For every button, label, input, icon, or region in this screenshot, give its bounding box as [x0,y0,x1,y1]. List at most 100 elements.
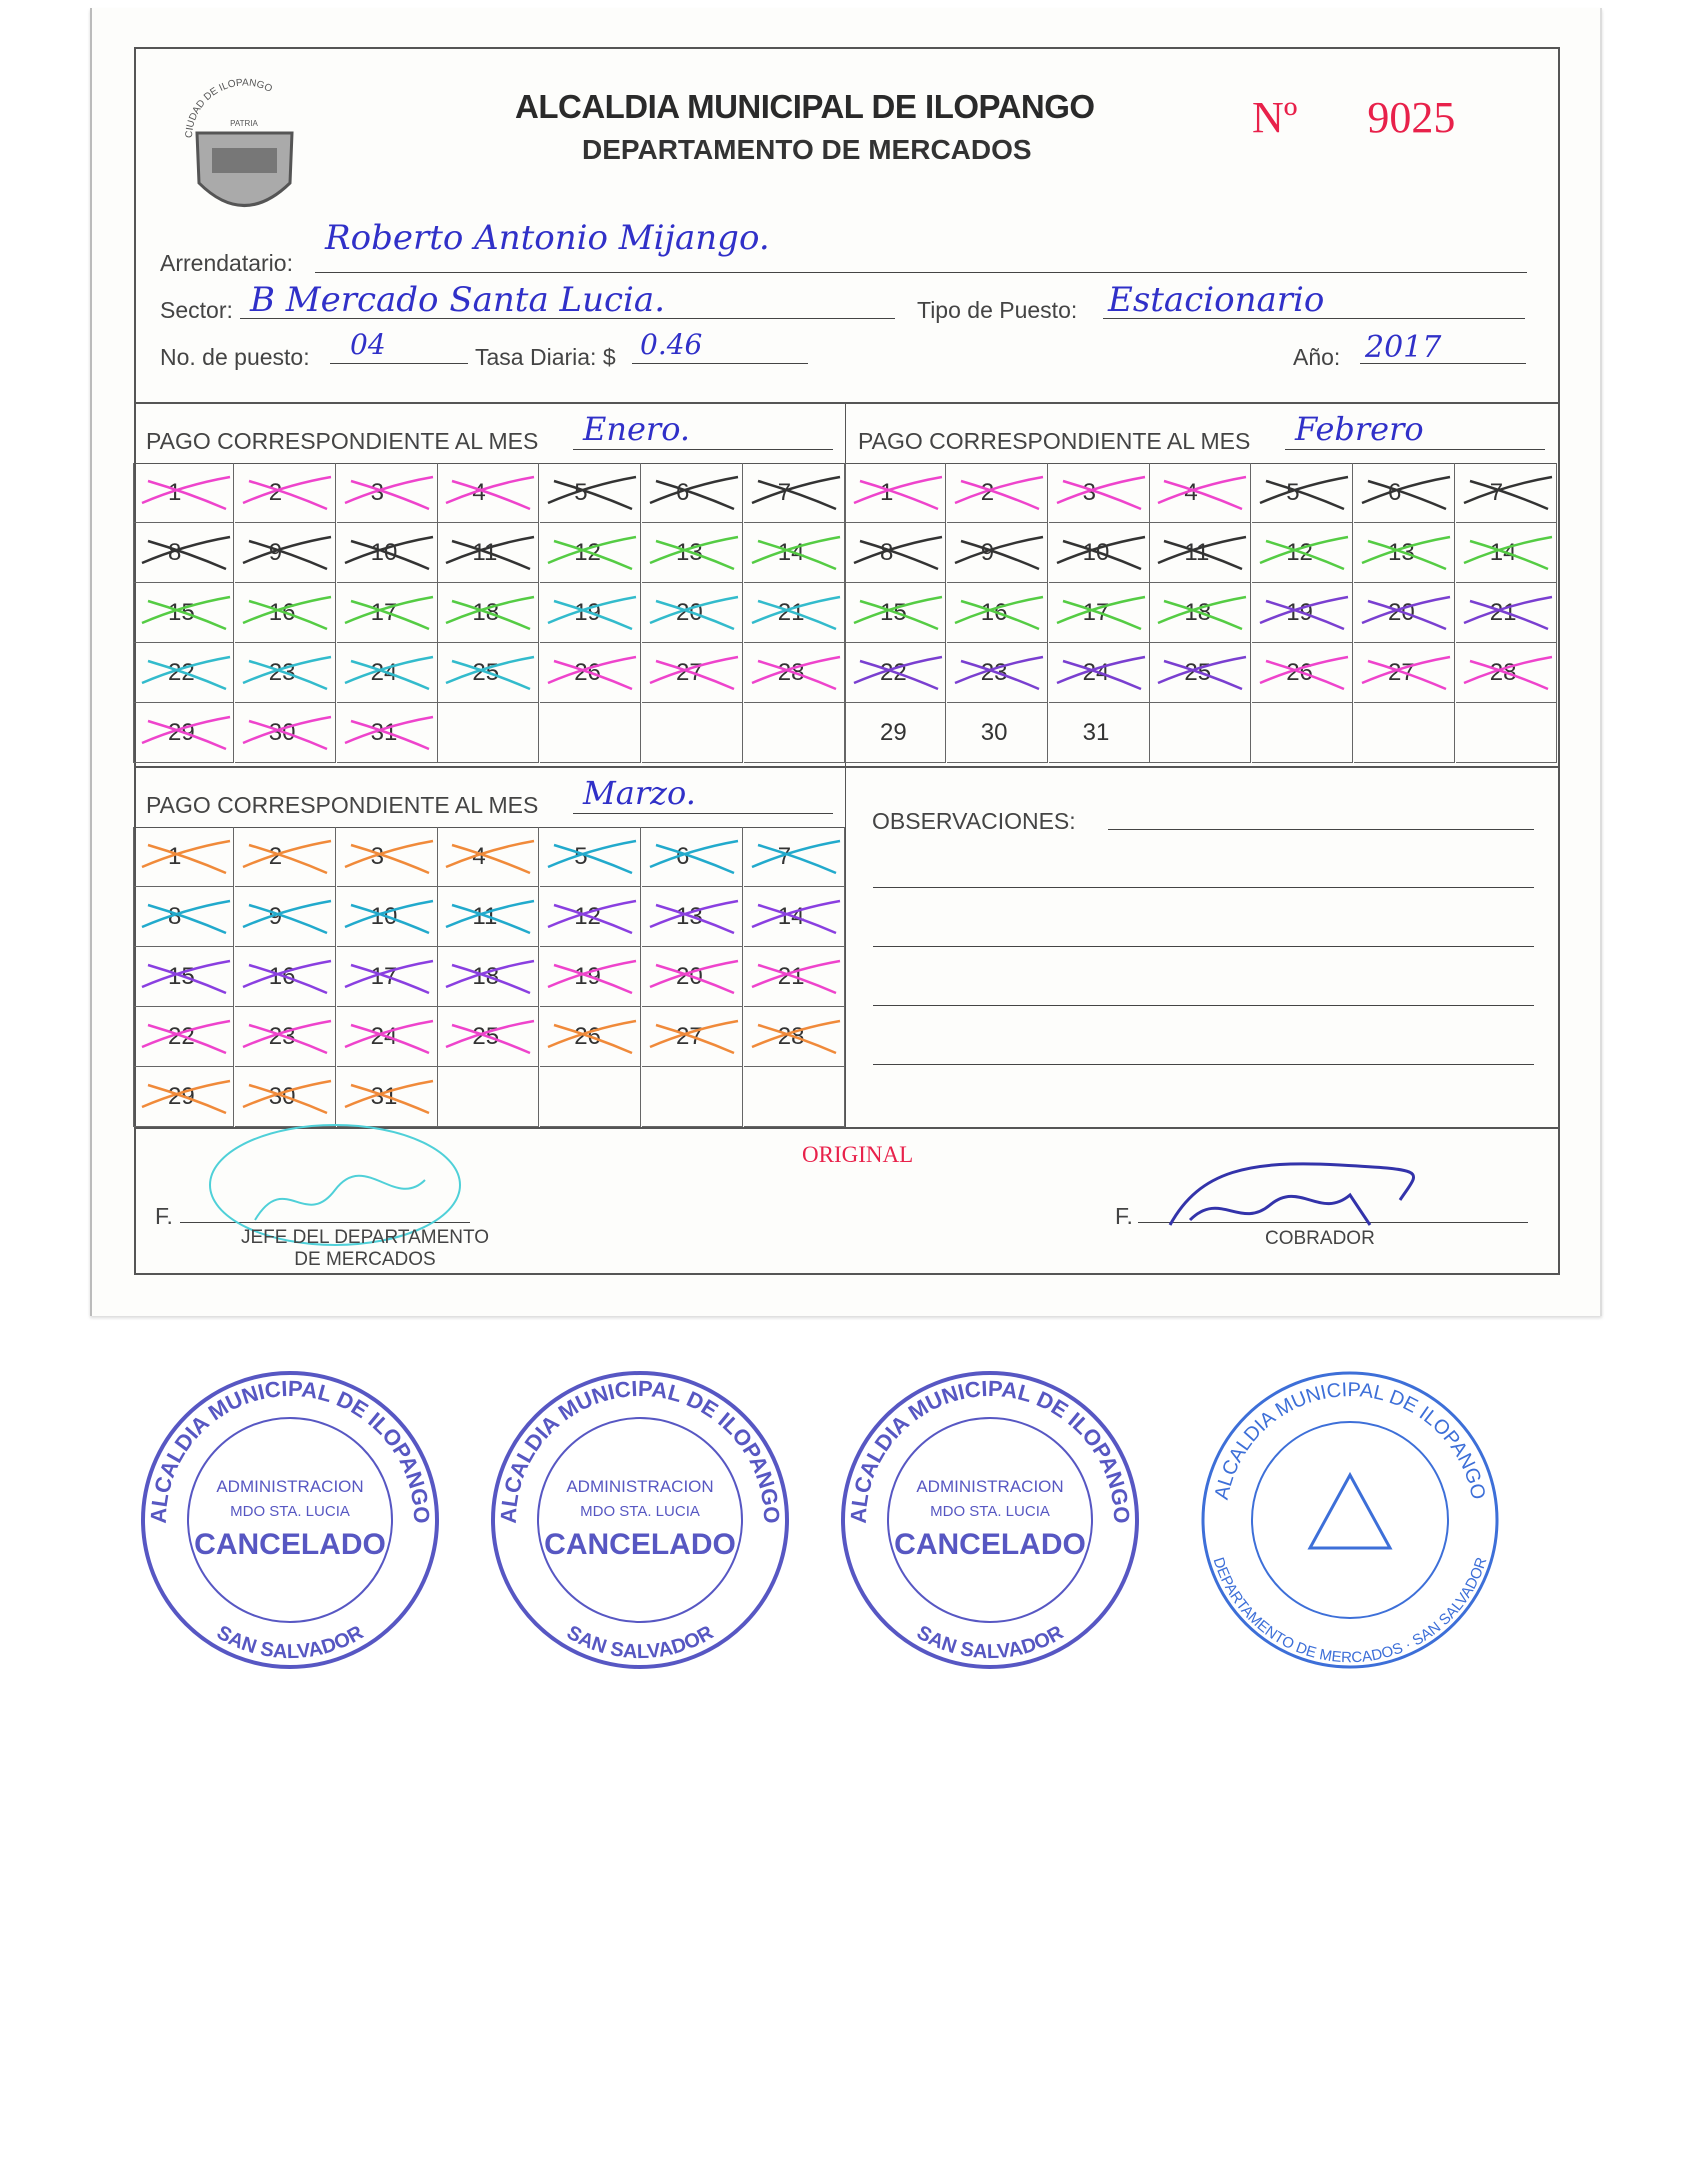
day-cell-6[interactable]: 6 [1354,463,1455,523]
day-cell-23[interactable]: 23 [234,643,336,703]
day-cell-21[interactable]: 21 [743,947,845,1007]
empty-cell[interactable] [540,1067,642,1127]
puesto-value[interactable]: 04 [350,328,386,361]
day-cell-24[interactable]: 24 [1048,643,1150,703]
day-cell-26[interactable]: 26 [540,1007,642,1067]
day-cell-10[interactable]: 10 [1048,523,1150,583]
day-cell-29[interactable]: 29 [133,703,234,763]
day-cell-6[interactable]: 6 [642,463,743,523]
day-cell-13[interactable]: 13 [1354,523,1455,583]
day-cell-27[interactable]: 27 [642,1007,743,1067]
day-cell-28[interactable]: 28 [743,1007,845,1067]
day-cell-4[interactable]: 4 [438,463,540,523]
day-cell-3[interactable]: 3 [336,827,438,887]
day-cell-3[interactable]: 3 [1048,463,1150,523]
day-cell-26[interactable]: 26 [540,643,642,703]
day-cell-30[interactable]: 30 [946,703,1048,763]
empty-cell[interactable] [642,1067,743,1127]
day-cell-25[interactable]: 25 [1150,643,1252,703]
day-cell-28[interactable]: 28 [743,643,845,703]
empty-cell[interactable] [438,703,540,763]
month-value[interactable]: Febrero [1295,410,1424,448]
tasa-value[interactable]: 0.46 [640,328,703,361]
day-cell-1[interactable]: 1 [133,827,234,887]
day-cell-7[interactable]: 7 [1455,463,1557,523]
day-cell-25[interactable]: 25 [438,643,540,703]
day-cell-1[interactable]: 1 [845,463,946,523]
day-cell-15[interactable]: 15 [845,583,946,643]
day-cell-14[interactable]: 14 [1455,523,1557,583]
day-cell-4[interactable]: 4 [1150,463,1252,523]
day-cell-1[interactable]: 1 [133,463,234,523]
day-cell-31[interactable]: 31 [1048,703,1150,763]
day-cell-10[interactable]: 10 [336,887,438,947]
day-cell-22[interactable]: 22 [845,643,946,703]
empty-cell[interactable] [1252,703,1354,763]
day-cell-9[interactable]: 9 [234,523,336,583]
day-cell-2[interactable]: 2 [234,463,336,523]
day-cell-29[interactable]: 29 [845,703,946,763]
day-cell-24[interactable]: 24 [336,643,438,703]
day-cell-5[interactable]: 5 [1252,463,1354,523]
day-cell-15[interactable]: 15 [133,583,234,643]
day-cell-15[interactable]: 15 [133,947,234,1007]
day-cell-16[interactable]: 16 [234,947,336,1007]
empty-cell[interactable] [540,703,642,763]
day-cell-16[interactable]: 16 [946,583,1048,643]
day-cell-4[interactable]: 4 [438,827,540,887]
empty-cell[interactable] [743,703,845,763]
day-cell-12[interactable]: 12 [540,887,642,947]
day-cell-21[interactable]: 21 [1455,583,1557,643]
day-cell-5[interactable]: 5 [540,827,642,887]
day-cell-27[interactable]: 27 [642,643,743,703]
day-cell-21[interactable]: 21 [743,583,845,643]
empty-cell[interactable] [743,1067,845,1127]
day-cell-18[interactable]: 18 [1150,583,1252,643]
day-cell-20[interactable]: 20 [1354,583,1455,643]
empty-cell[interactable] [1354,703,1455,763]
day-cell-30[interactable]: 30 [234,1067,336,1127]
tipo-puesto-value[interactable]: Estacionario [1108,280,1325,320]
day-cell-20[interactable]: 20 [642,583,743,643]
day-cell-8[interactable]: 8 [845,523,946,583]
empty-cell[interactable] [1455,703,1557,763]
day-cell-2[interactable]: 2 [946,463,1048,523]
day-cell-22[interactable]: 22 [133,643,234,703]
day-cell-9[interactable]: 9 [234,887,336,947]
arrendatario-value[interactable]: Roberto Antonio Mijango. [325,218,770,258]
day-cell-28[interactable]: 28 [1455,643,1557,703]
day-cell-7[interactable]: 7 [743,463,845,523]
day-cell-27[interactable]: 27 [1354,643,1455,703]
day-cell-7[interactable]: 7 [743,827,845,887]
day-cell-31[interactable]: 31 [336,703,438,763]
day-cell-8[interactable]: 8 [133,887,234,947]
day-cell-18[interactable]: 18 [438,583,540,643]
day-cell-16[interactable]: 16 [234,583,336,643]
day-cell-2[interactable]: 2 [234,827,336,887]
day-cell-14[interactable]: 14 [743,523,845,583]
day-cell-18[interactable]: 18 [438,947,540,1007]
empty-cell[interactable] [438,1067,540,1127]
day-cell-3[interactable]: 3 [336,463,438,523]
day-cell-24[interactable]: 24 [336,1007,438,1067]
day-cell-6[interactable]: 6 [642,827,743,887]
month-value[interactable]: Enero. [583,410,691,448]
day-cell-23[interactable]: 23 [946,643,1048,703]
day-cell-10[interactable]: 10 [336,523,438,583]
empty-cell[interactable] [1150,703,1252,763]
day-cell-14[interactable]: 14 [743,887,845,947]
sector-value[interactable]: B Mercado Santa Lucia. [250,280,666,320]
month-value[interactable]: Marzo. [583,774,696,812]
anio-value[interactable]: 2017 [1365,330,1442,365]
day-cell-26[interactable]: 26 [1252,643,1354,703]
day-cell-23[interactable]: 23 [234,1007,336,1067]
day-cell-17[interactable]: 17 [336,583,438,643]
empty-cell[interactable] [642,703,743,763]
day-cell-20[interactable]: 20 [642,947,743,1007]
day-cell-30[interactable]: 30 [234,703,336,763]
day-cell-17[interactable]: 17 [336,947,438,1007]
day-cell-25[interactable]: 25 [438,1007,540,1067]
day-cell-12[interactable]: 12 [540,523,642,583]
day-cell-11[interactable]: 11 [1150,523,1252,583]
day-cell-11[interactable]: 11 [438,523,540,583]
